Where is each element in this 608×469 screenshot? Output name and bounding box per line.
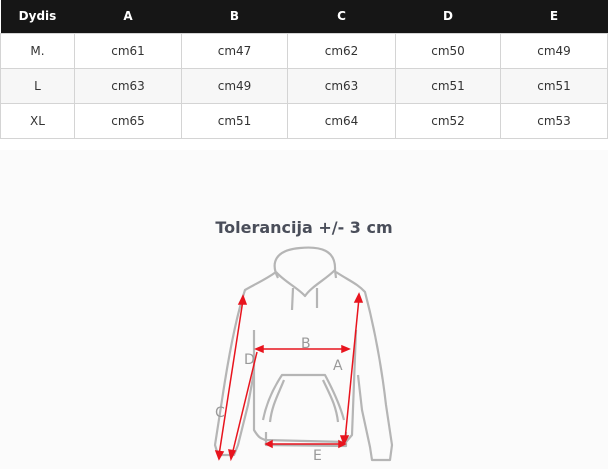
header-d: D [395, 0, 501, 33]
hoodie-outline [213, 246, 394, 462]
cell: cm63 [287, 67, 396, 104]
size-table: Dydis A B C D E M. cm61 cm47 cm62 cm50 cm49 L… [0, 0, 608, 139]
cell: L [0, 67, 75, 104]
cell: XL [0, 102, 75, 139]
cell: cm65 [74, 102, 182, 139]
cell: cm51 [395, 67, 501, 104]
cell: cm62 [287, 32, 396, 69]
cell: cm53 [500, 102, 608, 139]
table-row: M. cm61 cm47 cm62 cm50 cm49 [0, 32, 608, 69]
arrow-c [218, 299, 244, 456]
label-d: D [244, 352, 255, 368]
cell: cm50 [395, 32, 501, 69]
cell: cm47 [181, 32, 288, 69]
diagram-area [0, 150, 608, 469]
table-row: XL cm65 cm51 cm64 cm52 cm53 [0, 102, 608, 139]
header-a: A [74, 0, 182, 33]
label-c: C [215, 405, 225, 421]
label-a: A [333, 358, 343, 374]
cell: cm51 [500, 67, 608, 104]
cell: cm61 [74, 32, 182, 69]
header-b: B [181, 0, 288, 33]
tolerance-title: Tolerancija +/- 3 cm [215, 218, 393, 237]
header-size: Dydis [0, 0, 75, 33]
measure-arrows [214, 292, 364, 462]
cell: cm64 [287, 102, 396, 139]
cell: cm49 [181, 67, 288, 104]
arrow-a [344, 297, 360, 441]
header-e: E [500, 0, 608, 33]
label-b: B [301, 336, 311, 352]
arrow-d [231, 351, 258, 456]
cell: cm52 [395, 102, 501, 139]
cell: cm63 [74, 67, 182, 104]
header-c: C [287, 0, 396, 33]
label-e: E [313, 448, 322, 464]
cell: cm51 [181, 102, 288, 139]
table-header: Dydis A B C D E [0, 0, 608, 33]
